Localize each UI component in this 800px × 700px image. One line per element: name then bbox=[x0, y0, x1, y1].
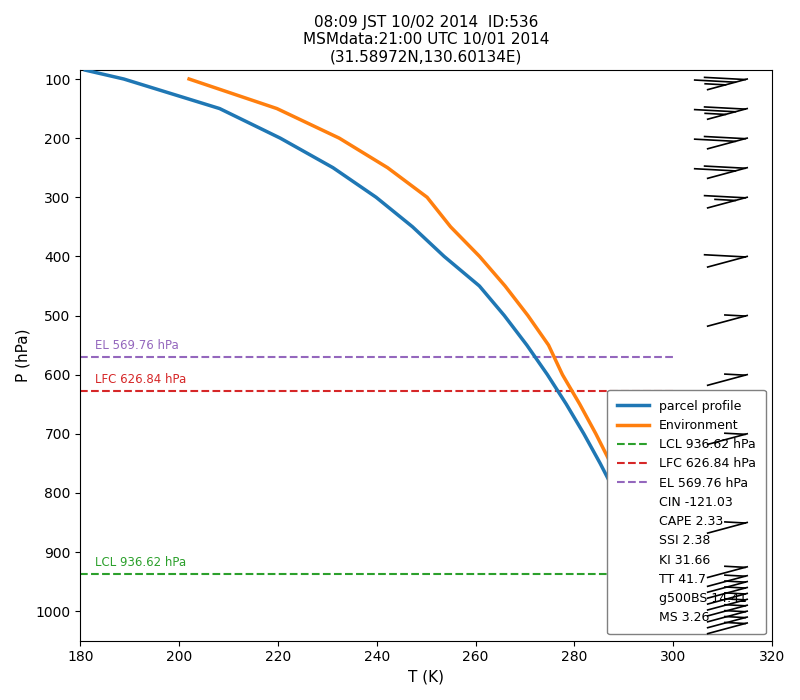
Environment bbox=[382, 164, 392, 172]
parcel profile bbox=[542, 370, 552, 379]
parcel profile bbox=[638, 548, 648, 556]
Environment bbox=[523, 312, 533, 320]
Text: EL 569.76 hPa: EL 569.76 hPa bbox=[95, 339, 179, 352]
parcel profile bbox=[499, 312, 509, 320]
Environment bbox=[184, 75, 194, 83]
Environment bbox=[646, 548, 655, 556]
Environment bbox=[606, 459, 615, 468]
parcel profile bbox=[663, 607, 673, 615]
parcel profile bbox=[595, 459, 605, 468]
Environment bbox=[633, 518, 642, 526]
Environment bbox=[544, 341, 554, 349]
Environment bbox=[668, 607, 678, 615]
parcel profile bbox=[474, 282, 484, 290]
parcel profile bbox=[81, 66, 90, 74]
Environment bbox=[558, 370, 567, 379]
Environment bbox=[591, 430, 601, 438]
Text: LCL 936.62 hPa: LCL 936.62 hPa bbox=[95, 556, 186, 569]
Environment bbox=[474, 252, 484, 260]
Environment bbox=[620, 489, 630, 497]
parcel profile bbox=[522, 341, 532, 349]
Environment bbox=[446, 223, 455, 231]
Line: parcel profile: parcel profile bbox=[86, 70, 668, 611]
parcel profile bbox=[625, 518, 634, 526]
Environment bbox=[575, 400, 585, 408]
parcel profile bbox=[651, 578, 661, 586]
parcel profile bbox=[119, 75, 129, 83]
parcel profile bbox=[579, 430, 589, 438]
Title: 08:09 JST 10/02 2014  ID:536
MSMdata:21:00 UTC 10/01 2014
(31.58972N,130.60134E): 08:09 JST 10/02 2014 ID:536 MSMdata:21:0… bbox=[303, 15, 550, 65]
parcel profile bbox=[275, 134, 285, 142]
Environment bbox=[334, 134, 344, 142]
Line: Environment: Environment bbox=[189, 79, 673, 611]
parcel profile bbox=[371, 193, 381, 202]
parcel profile bbox=[562, 400, 571, 408]
Y-axis label: P (hPa): P (hPa) bbox=[15, 329, 30, 382]
parcel profile bbox=[439, 252, 449, 260]
X-axis label: T (K): T (K) bbox=[408, 670, 444, 685]
parcel profile bbox=[408, 223, 418, 231]
Text: LFC 626.84 hPa: LFC 626.84 hPa bbox=[95, 373, 186, 386]
Legend: parcel profile, Environment, LCL 936.62 hPa, LFC 626.84 hPa, EL 569.76 hPa, CIN : parcel profile, Environment, LCL 936.62 … bbox=[607, 390, 766, 634]
Environment bbox=[272, 104, 282, 113]
Environment bbox=[422, 193, 432, 202]
Environment bbox=[657, 578, 666, 586]
parcel profile bbox=[610, 489, 620, 497]
Environment bbox=[500, 282, 510, 290]
parcel profile bbox=[215, 104, 225, 113]
parcel profile bbox=[328, 164, 338, 172]
